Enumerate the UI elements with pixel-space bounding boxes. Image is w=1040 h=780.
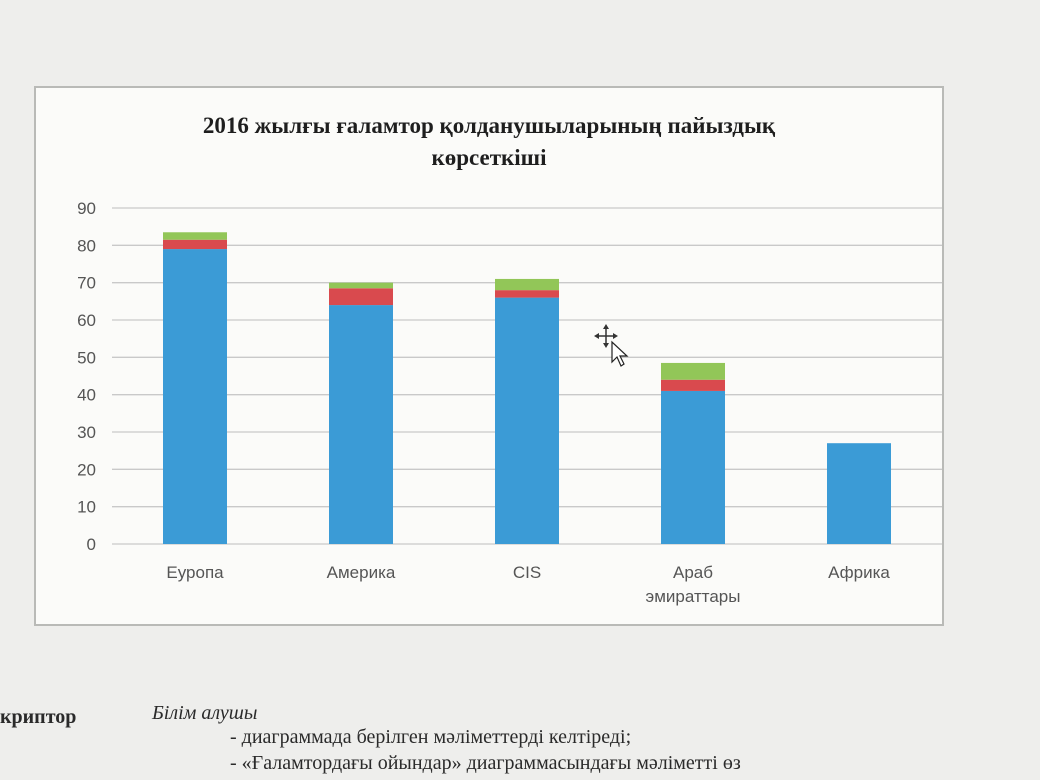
doc-line-1: - диаграммада берілген мәліметтерді келт… [230,726,632,748]
bar-segment-3-2 [661,362,725,380]
y-tick-label: 40 [77,386,96,405]
bar-segment-0-2 [163,232,227,240]
y-tick-label: 30 [77,423,96,442]
move-cursor-icon [594,324,629,367]
chart-title-line-2: көрсеткіші [431,145,547,170]
chart-plot: 0 10 20 30 40 50 60 70 80 90 Еуропа Америка CIS Араб… [77,199,942,606]
y-tick-label: 50 [77,348,96,367]
bar-segment-0-0 [163,249,227,545]
descriptor-label: криптор [0,706,77,728]
bar-segment-4-0 [827,443,891,544]
y-tick-label: 90 [77,199,96,218]
y-tick-layer: 0 10 20 30 40 50 60 70 80 90 [77,199,96,554]
bar-segment-1-0 [329,305,393,544]
learner-label: Білім алушы [152,702,258,724]
bar-segment-0-1 [163,239,227,250]
y-tick-label: 0 [87,535,96,554]
doc-line-2: - «Ғаламтордағы ойындар» диаграммасындағ… [230,752,741,774]
chart-title: 2016 жылғы ғаламтор қолданушыларының пай… [36,110,942,174]
chart-title-line-1: 2016 жылғы ғаламтор қолданушыларының пай… [202,113,776,138]
y-tick-label: 10 [77,498,96,517]
category-label: Америка [327,563,396,582]
category-label: эмираттары [646,587,741,606]
category-layer: Еуропа Америка CIS Араб эмираттары Африка [166,563,890,606]
y-tick-label: 80 [77,236,96,255]
y-tick-label: 70 [77,274,96,293]
y-tick-label: 20 [77,460,96,479]
bar-segment-2-2 [495,278,559,291]
category-label: Африка [828,563,890,582]
bar-segment-3-1 [661,379,725,391]
bar-segment-1-2 [329,282,393,289]
category-label: CIS [513,563,541,582]
bar-segment-3-0 [661,390,725,544]
bar-segment-1-1 [329,288,393,306]
category-label: Еуропа [166,563,224,582]
y-tick-label: 60 [77,311,96,330]
category-label: Араб [673,563,713,582]
bar-segment-2-0 [495,297,559,544]
chart-frame: 2016 жылғы ғаламтор қолданушыларының пай… [34,86,944,626]
bar-segment-2-1 [495,290,559,298]
bar-layer [163,232,891,545]
